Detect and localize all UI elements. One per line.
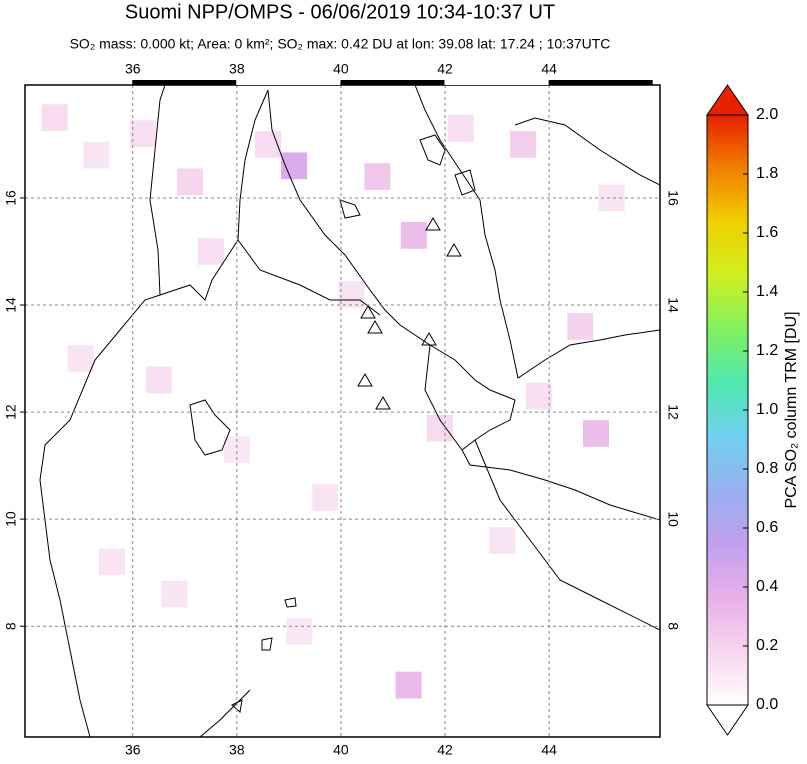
so2-cell [98, 548, 125, 576]
tick-mark [236, 80, 341, 85]
x-tick-label: 38 [229, 742, 245, 758]
colorbar-tick-label: 0.8 [756, 460, 778, 477]
chart-title: Suomi NPP/OMPS - 06/06/2019 10:34-10:37 … [125, 1, 555, 23]
colorbar-tick-label: 1.6 [756, 224, 778, 241]
so2-cell [510, 131, 537, 158]
coastlines [39, 85, 660, 737]
colorbar-tick-label: 2.0 [756, 106, 778, 123]
colorbar-tick-label: 0.4 [756, 578, 778, 595]
border [237, 239, 381, 316]
y-tick-label: 16 [3, 190, 19, 206]
so2-cell [525, 382, 552, 410]
border [39, 89, 269, 737]
colorbar: 0.0 0.2 0.4 0.6 0.8 1.0 1.2 1.4 1.6 1.8 2.0 [706, 84, 778, 736]
axes: 36 36 38 38 40 40 42 42 44 44 8 8 10 10 12 12 14 14 16 16 [3, 61, 682, 758]
y-tick-label: 14 [665, 297, 681, 313]
colorbar-extend-min [706, 704, 749, 736]
y-tick-label: 12 [3, 404, 19, 420]
x-tick-label: 38 [229, 61, 245, 77]
so2-cell [286, 618, 313, 645]
colorbar-tick-label: 0.0 [756, 696, 778, 713]
so2-cell [364, 163, 391, 190]
map-frame [24, 84, 661, 738]
tick-mark [132, 80, 237, 85]
so2-cell [67, 345, 94, 372]
volcano-marker [357, 217, 462, 410]
y-tick-label: 16 [665, 190, 681, 206]
x-tick-label: 40 [333, 742, 349, 758]
y-tick-label: 14 [3, 297, 19, 313]
colorbar-tick-label: 1.8 [756, 165, 778, 182]
so2-cell [145, 366, 172, 394]
x-tick-label: 36 [125, 61, 141, 77]
island [339, 134, 476, 219]
tick-mark [340, 80, 445, 85]
so2-cell [395, 671, 422, 699]
coastline [414, 85, 660, 379]
coastline [267, 89, 660, 521]
x-tick-label: 42 [437, 61, 453, 77]
tick-mark [444, 80, 549, 85]
so2-cell [400, 222, 427, 249]
x-tick-label: 44 [541, 742, 557, 758]
colorbar-tick-label: 1.0 [756, 401, 778, 418]
so2-cell [161, 580, 188, 608]
chart-subtitle: SO₂ mass: 0.000 kt; Area: 0 km²; SO₂ max… [70, 36, 611, 52]
colorbar-tick-label: 0.2 [756, 637, 778, 654]
so2-cell [582, 420, 609, 447]
y-tick-label: 10 [3, 511, 19, 527]
volcanoes [357, 217, 462, 410]
colorbar-tick-label: 0.6 [756, 519, 778, 536]
y-tick-label: 12 [665, 404, 681, 420]
border [474, 439, 660, 631]
so2-cell [176, 168, 204, 196]
y-tick-label: 8 [3, 622, 19, 630]
colorbar-tick-label: 1.2 [756, 342, 778, 359]
border [199, 689, 251, 737]
lake [231, 597, 297, 713]
grid [25, 85, 660, 737]
so2-cell [197, 238, 224, 265]
lake [189, 399, 231, 456]
x-tick-label: 42 [437, 742, 453, 758]
colorbar-extend-max [706, 84, 749, 116]
y-tick-label: 8 [665, 622, 681, 630]
border [424, 344, 463, 451]
tick-mark [548, 80, 653, 85]
x-tick-label: 44 [541, 61, 557, 77]
coastline [514, 117, 660, 186]
so2-cell [312, 484, 339, 512]
x-tick-label: 36 [125, 742, 141, 758]
so2-cell [338, 280, 365, 308]
x-tick-label: 40 [333, 61, 349, 77]
so2-cell [489, 527, 516, 554]
so2-cell [83, 141, 110, 169]
colorbar-scale [706, 114, 749, 706]
so2-cell [255, 131, 282, 158]
so2-cell [447, 114, 474, 142]
so2-cell [130, 120, 157, 148]
so2-cell [41, 104, 68, 132]
so2-cell [567, 313, 594, 340]
colorbar-tick-label: 1.4 [756, 283, 778, 300]
data-layer [41, 104, 625, 699]
colorbar-label: PCA SO₂ column TRM [DU] [783, 311, 800, 508]
border [149, 85, 166, 296]
y-tick-label: 10 [665, 511, 681, 527]
